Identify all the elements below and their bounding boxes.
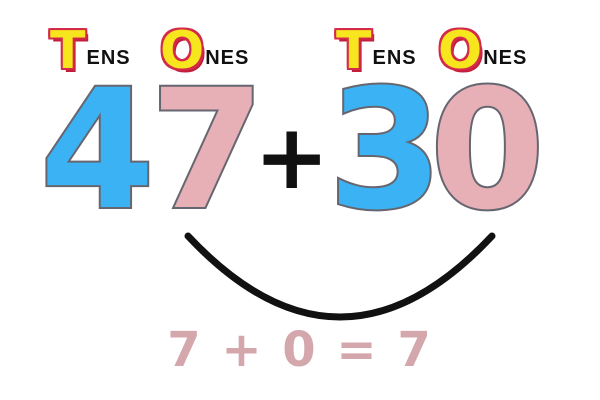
tens-label-1-rest: ENS (86, 47, 131, 69)
ones-label-2-initial: O (438, 21, 483, 81)
arc-curve (184, 232, 496, 321)
tens-label-2-rest: ENS (372, 47, 417, 69)
tens-label-2: T ENS (336, 21, 417, 81)
ones-label-1-rest: NES (205, 47, 250, 69)
tens-label-1-initial: T (50, 21, 86, 81)
tens-label-1: T ENS (50, 21, 131, 81)
ones-equation: 7 + 0 = 7 (167, 322, 433, 378)
ones-label-1-initial: O (160, 21, 205, 81)
tens-label-2-initial: T (336, 21, 372, 81)
first-ones-digit: 7 (148, 54, 267, 246)
second-ones-digit: 0 (428, 54, 547, 246)
plus-sign: + (254, 105, 330, 210)
first-tens-digit: 4 (38, 54, 157, 246)
ones-label-2: O NES (438, 21, 528, 81)
ones-label-1: O NES (160, 21, 250, 81)
second-tens-digit: 3 (326, 54, 445, 246)
ones-label-2-rest: NES (483, 47, 528, 69)
